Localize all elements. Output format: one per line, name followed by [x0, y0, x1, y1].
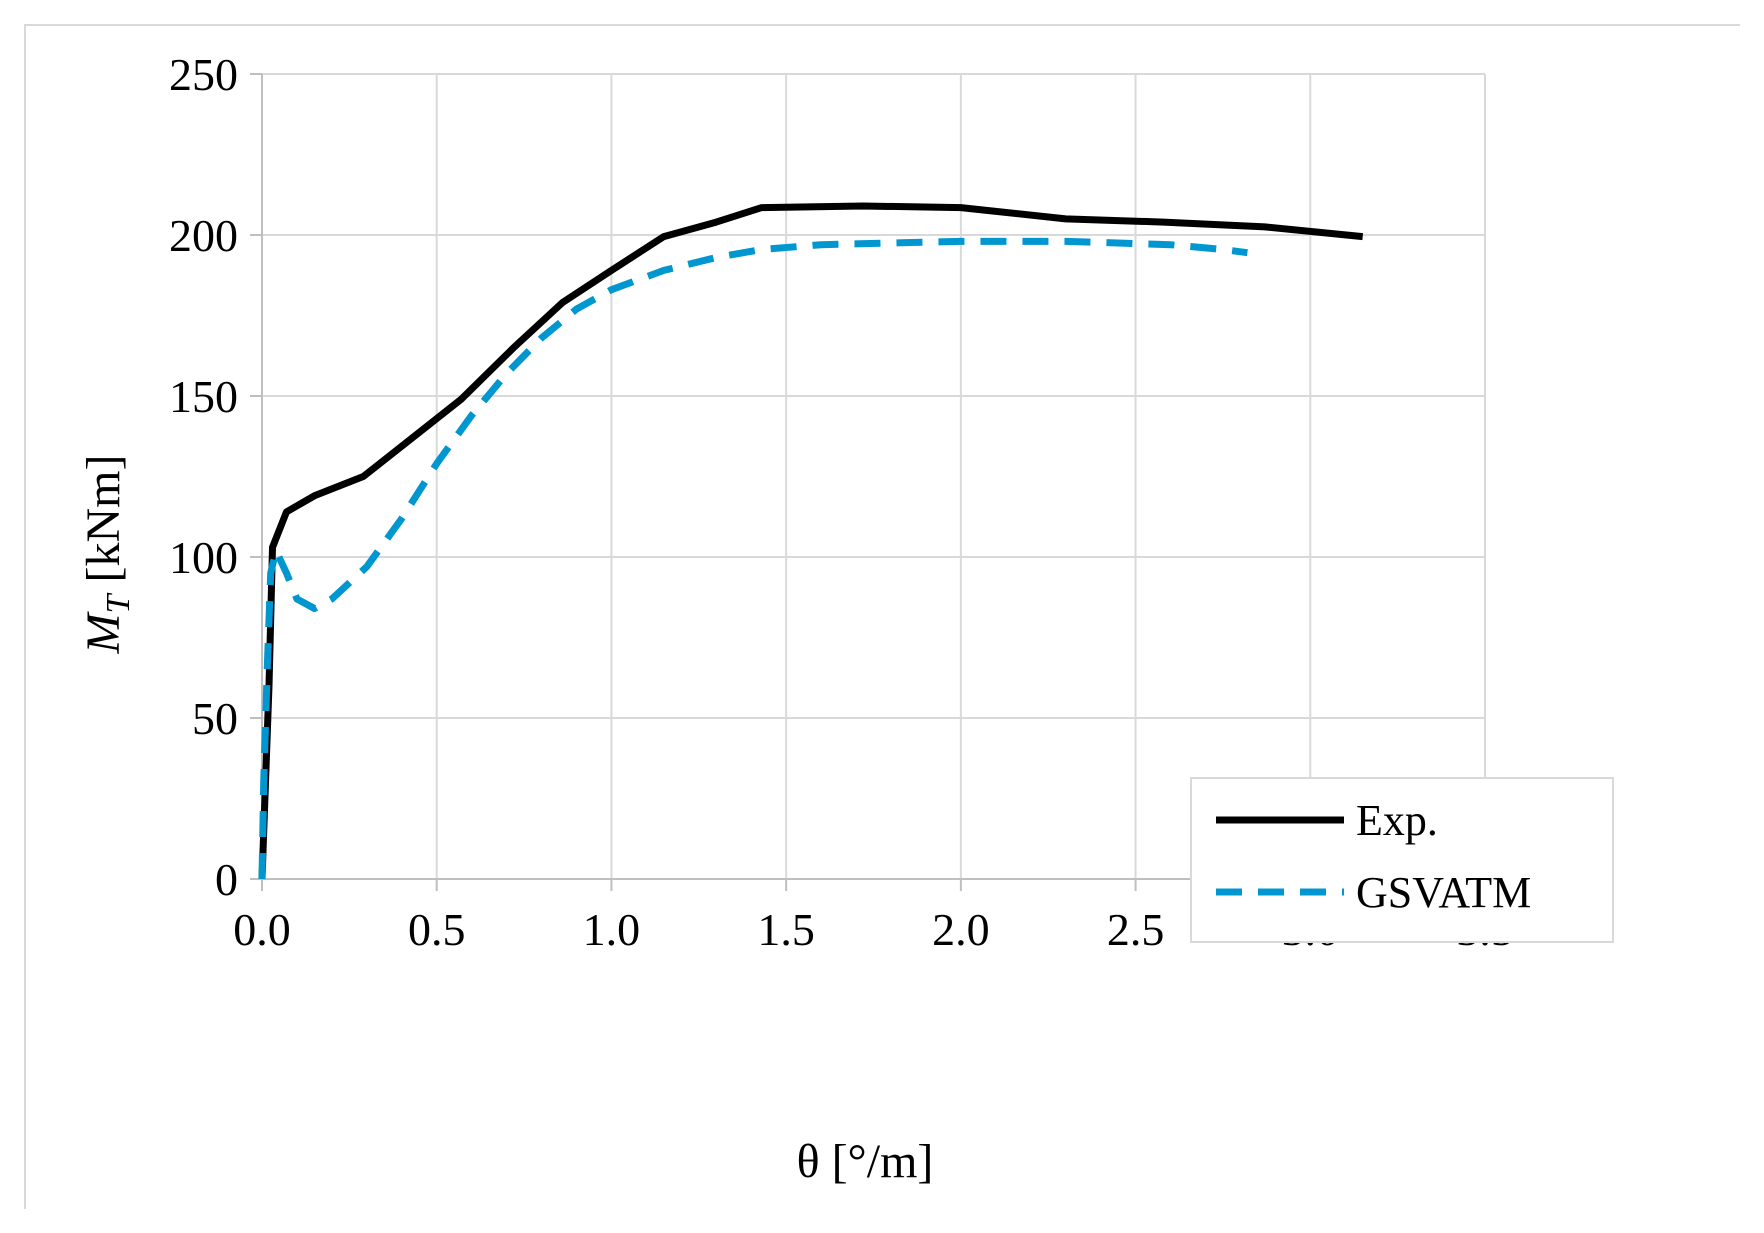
series-line-gsvatm	[258, 237, 1248, 880]
y-axis-title: MT [kNm]	[77, 455, 137, 655]
legend-box	[1190, 777, 1614, 943]
legend-label-exp: Exp.	[1356, 796, 1438, 845]
y-axis-title-subscript: T	[100, 592, 137, 613]
x-tick-label: 0.0	[233, 904, 291, 955]
y-tick-label: 150	[169, 371, 238, 422]
x-tick-label: 2.0	[932, 904, 990, 955]
y-tick-label: 50	[192, 693, 238, 744]
y-tick-label: 0	[215, 854, 238, 905]
line-chart: 0.00.51.01.52.02.53.03.5050100150200250 …	[26, 26, 1742, 1211]
x-tick-label: 2.5	[1107, 904, 1165, 955]
y-tick-label: 100	[169, 532, 238, 583]
y-tick-label: 250	[169, 49, 238, 100]
series-line-exp	[258, 202, 1364, 880]
x-tick-label: 1.5	[757, 904, 815, 955]
legend-label-gsvatm: GSVATM	[1356, 868, 1531, 917]
x-tick-label: 0.5	[408, 904, 466, 955]
y-tick-label: 200	[169, 210, 238, 261]
y-axis-title-symbol: M	[77, 610, 130, 654]
y-axis-title-unit: [kNm]	[77, 455, 130, 595]
series-lines	[258, 202, 1364, 880]
plot-area	[26, 26, 1742, 1211]
x-axis-title: θ [°/m]	[797, 1135, 934, 1188]
legend: Exp. GSVATM	[1190, 777, 1614, 943]
chart-frame: 0.00.51.01.52.02.53.03.5050100150200250 …	[24, 24, 1742, 1211]
x-tick-label: 1.0	[583, 904, 641, 955]
